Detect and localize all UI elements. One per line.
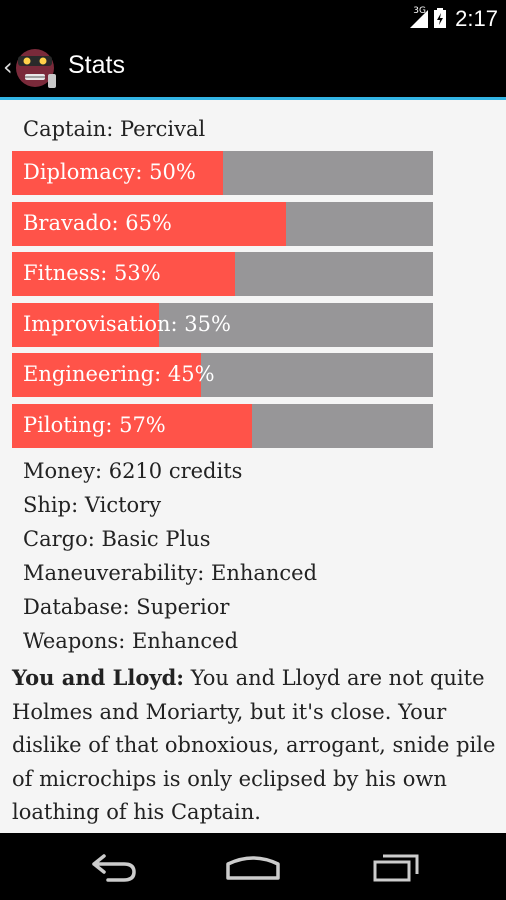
captain-name: Captain: Percival	[23, 117, 206, 141]
robot-avatar-icon	[16, 49, 56, 88]
stat-label: Diplomacy: 50%	[23, 160, 196, 184]
clock: 2:17	[455, 6, 498, 31]
chevron-left-icon: ‹	[3, 52, 13, 81]
back-button[interactable]	[73, 847, 153, 887]
ship-name: Ship: Victory	[23, 493, 162, 517]
stat-bar-fitness: Fitness: 53%	[12, 252, 433, 296]
stats-content[interactable]: Captain: Percival Diplomacy: 50% Bravado…	[0, 100, 506, 833]
maneuverability-value: Maneuverability: Enhanced	[23, 561, 318, 585]
stat-bar-piloting: Piloting: 57%	[12, 404, 433, 448]
home-icon	[226, 856, 280, 880]
relationship-text: You and Lloyd are not quite Holmes and M…	[12, 666, 496, 824]
stat-bar-engineering: Engineering: 45%	[12, 353, 433, 397]
stat-bar-improvisation: Improvisation: 35%	[12, 303, 433, 347]
recents-icon	[373, 854, 419, 882]
network-type: 3G	[413, 6, 426, 16]
cargo-value: Cargo: Basic Plus	[23, 527, 211, 551]
relationship-paragraph: You and Lloyd: You and Lloyd are not qui…	[12, 661, 498, 830]
stat-label: Bravado: 65%	[23, 211, 172, 235]
database-value: Database: Superior	[23, 595, 230, 619]
stat-bar-bravado: Bravado: 65%	[12, 202, 433, 246]
recents-button[interactable]	[356, 847, 436, 887]
stat-fill	[12, 303, 160, 347]
relationship-heading: You and Lloyd:	[12, 665, 185, 690]
stat-label: Improvisation: 35%	[23, 312, 231, 336]
status-bar: 3G 2:17	[0, 0, 506, 36]
money-value: Money: 6210 credits	[23, 459, 243, 483]
stat-fill	[12, 404, 252, 448]
weapons-value: Weapons: Enhanced	[23, 629, 239, 653]
stat-fill	[12, 353, 202, 397]
stat-fill	[12, 252, 236, 296]
action-bar: ‹ Stats	[0, 36, 506, 100]
action-bar-divider	[0, 97, 506, 100]
home-button[interactable]	[213, 847, 293, 887]
stat-label: Fitness: 53%	[23, 261, 161, 285]
stat-fill	[12, 202, 286, 246]
stat-fill	[12, 151, 223, 195]
stat-bar-diplomacy: Diplomacy: 50%	[12, 151, 433, 195]
page-title: Stats	[68, 51, 125, 79]
back-icon	[92, 854, 136, 882]
stat-label: Piloting: 57%	[23, 413, 166, 437]
signal-icon	[410, 10, 428, 28]
stat-label: Engineering: 45%	[23, 362, 215, 386]
navigation-bar	[0, 833, 506, 900]
up-button[interactable]: ‹	[0, 36, 64, 97]
battery-icon	[434, 8, 446, 28]
